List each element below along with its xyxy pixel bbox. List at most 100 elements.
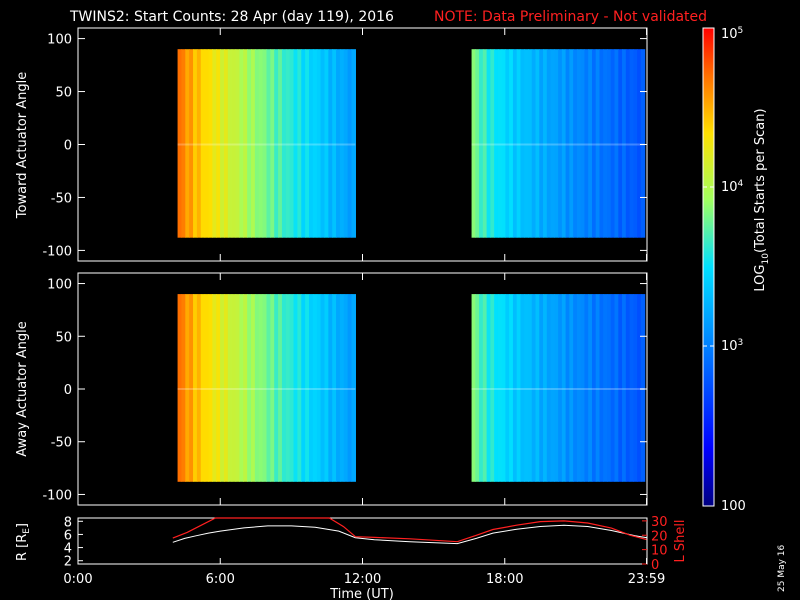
colorbar-tick-100: 100 <box>721 499 746 514</box>
spectrogram-column <box>497 49 503 238</box>
spectrogram-column <box>629 49 634 238</box>
spectrogram-column <box>181 294 186 482</box>
spectrogram-column <box>607 294 612 482</box>
spectrogram-column <box>208 294 213 482</box>
spectrogram-column <box>289 294 295 482</box>
spectrogram-column <box>262 49 268 238</box>
spectrogram-column <box>216 49 221 238</box>
spectrogram-column <box>543 294 548 482</box>
colorbar-tick-1e4: 104 <box>721 179 744 195</box>
spectrogram-column <box>482 49 488 238</box>
x-tick-label: 18:00 <box>486 572 523 587</box>
spectrogram-column <box>251 49 256 238</box>
panel3-left-label: R [RE] <box>15 523 32 561</box>
spectrogram-column <box>569 294 574 482</box>
spectrogram-column <box>258 49 264 238</box>
spectrogram-column <box>512 294 518 482</box>
spectrogram-column <box>227 49 233 238</box>
spectrogram-column <box>309 294 314 482</box>
colorbar-tick-1e3: 103 <box>721 338 743 354</box>
spectrogram-column <box>177 294 183 482</box>
spectrogram-column <box>181 49 186 238</box>
spectrogram-column <box>501 49 507 238</box>
spectrogram-column <box>208 49 213 238</box>
spectrogram-column <box>629 294 634 482</box>
spectrogram-column <box>351 49 356 238</box>
spectrogram-column <box>486 49 491 238</box>
colorbar-label: LOG10(Total Starts per Scan) <box>753 108 771 291</box>
panel3-x-ticks: 0:00 6:00 12:00 18:00 23:59 <box>63 558 665 587</box>
spectrogram-column <box>316 49 322 238</box>
right-tick-label: 20 <box>651 529 668 544</box>
spectrogram-column <box>196 294 202 482</box>
spectrogram-column <box>262 294 268 482</box>
left-tick-label: 8 <box>64 515 72 530</box>
spectrogram-column <box>637 49 642 238</box>
y-tick-label: 0 <box>64 139 72 154</box>
spectrogram-column <box>301 294 306 482</box>
spectrogram-column <box>309 49 314 238</box>
spectrogram-column <box>223 49 229 238</box>
spectrogram-column <box>212 294 217 482</box>
x-tick-label: 0:00 <box>63 572 92 587</box>
spectrogram-column <box>550 49 555 238</box>
panel1-y-ticks: 100 50 0 -50 -100 <box>42 28 648 261</box>
spectrogram-column <box>320 49 326 238</box>
spectrogram-column <box>561 294 567 482</box>
spectrogram-column <box>588 49 593 238</box>
spectrogram-column <box>580 294 586 482</box>
y-tick-label: 50 <box>55 86 72 101</box>
spectrogram-column <box>486 294 491 482</box>
spectrogram-column <box>625 49 631 238</box>
spectrogram-column <box>351 294 356 482</box>
spectrogram-column <box>270 49 275 238</box>
spectrogram-column <box>220 49 225 238</box>
spectrogram-column <box>193 294 198 482</box>
spectrogram-column <box>524 49 529 238</box>
left-tick-label: 2 <box>64 555 72 570</box>
spectrogram-column <box>475 49 480 238</box>
spectrogram-column <box>281 294 287 482</box>
y-tick-label: -50 <box>51 436 72 451</box>
y-tick-label: 50 <box>55 330 72 345</box>
spectrogram-column <box>535 49 540 238</box>
spectrogram-column <box>610 49 616 238</box>
left-tick-label: 6 <box>64 528 72 543</box>
lshell-line <box>172 517 647 543</box>
spectrogram-column <box>336 294 341 482</box>
toward-angle-panel: 100 50 0 -50 -100 Toward Actuator Angle <box>15 27 648 262</box>
spectrogram-column <box>293 49 299 238</box>
x-tick-label: 23:59 <box>628 572 665 587</box>
colorbar-ticks <box>703 186 714 347</box>
spectrogram-column <box>200 49 206 238</box>
spectrogram-column <box>285 49 291 238</box>
spectrogram-column <box>614 294 619 482</box>
spectrogram-column <box>305 49 310 238</box>
away-angle-panel: 100 50 0 -50 -100 Away Actuator Angle <box>15 272 648 506</box>
spectrogram-column <box>254 49 260 238</box>
spectrogram-column <box>235 49 241 238</box>
spectrogram-column <box>512 49 518 238</box>
spectrogram-column <box>285 294 291 482</box>
panel2-spectrogram <box>177 294 646 482</box>
spectrogram-column <box>584 294 589 482</box>
spectrogram-column <box>212 49 217 238</box>
spectrogram-column <box>490 294 495 482</box>
spectrogram-column <box>618 49 623 238</box>
panel3-right-label: L Shell <box>673 519 688 562</box>
spectrogram-column <box>324 49 329 238</box>
spectrogram-column <box>640 294 646 482</box>
x-axis-label: Time (UT) <box>329 587 394 600</box>
spectrogram-column <box>320 294 326 482</box>
spectrogram-column <box>573 49 578 238</box>
spectrogram-column <box>220 294 225 482</box>
spectrogram-column <box>347 294 353 482</box>
spectrogram-column <box>595 49 601 238</box>
spectrogram-column <box>185 49 190 238</box>
panel2-ylabel: Away Actuator Angle <box>15 321 30 456</box>
spectrogram-column <box>227 294 233 482</box>
spectrogram-column <box>239 49 244 238</box>
spectrogram-column <box>312 49 318 238</box>
